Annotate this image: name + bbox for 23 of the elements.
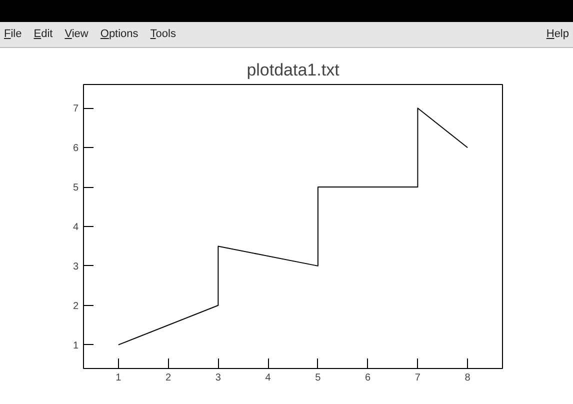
x-tick-label: 5	[315, 372, 322, 384]
x-tick-label: 8	[464, 372, 471, 384]
x-tick-label: 7	[414, 372, 421, 384]
y-tick-label: 5	[72, 182, 79, 194]
y-tick-label: 2	[72, 300, 79, 312]
text: Tools	[150, 28, 176, 40]
text: Help	[546, 28, 569, 40]
y-tick-label: 1	[72, 340, 79, 352]
chart-title: plotdata1.txt	[246, 60, 340, 80]
x-tick-label: 1	[116, 372, 122, 384]
y-tick-label: 6	[72, 143, 79, 154]
y-tick-label: 4	[72, 222, 79, 233]
text: Edit	[34, 28, 53, 40]
x-tick-label: 6	[365, 372, 372, 384]
line-series	[118, 108, 468, 346]
x-tick-label: 3	[215, 372, 222, 384]
y-tick-label: 3	[72, 261, 79, 272]
x-tick-label: 2	[166, 372, 172, 384]
x-tick-label: 4	[265, 372, 272, 384]
text: Options	[100, 28, 138, 40]
text: File	[4, 28, 22, 40]
text: View	[64, 28, 88, 40]
y-tick-label: 7	[72, 104, 79, 115]
